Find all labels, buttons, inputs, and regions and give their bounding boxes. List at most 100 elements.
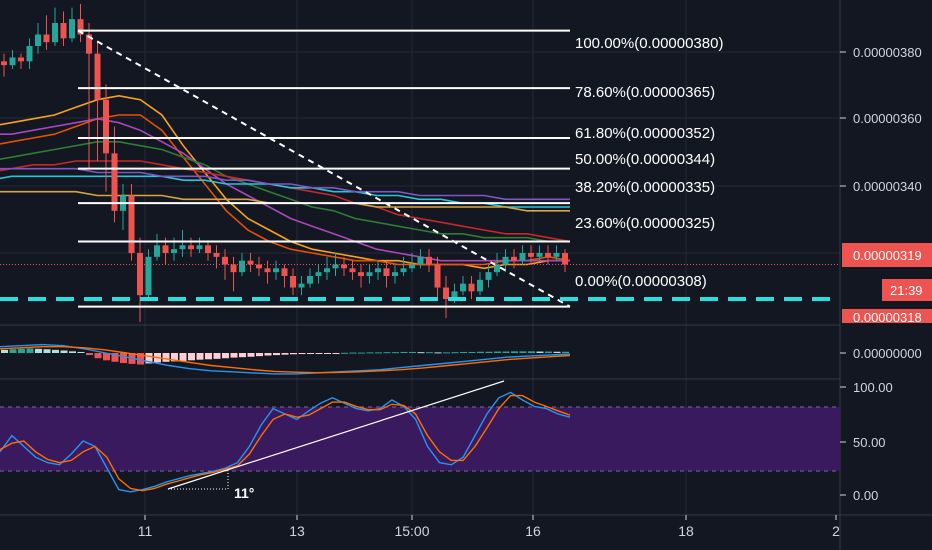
stoch-pane[interactable] — [0, 380, 571, 493]
candle-body-61 — [519, 253, 526, 261]
macd-bar-38 — [324, 353, 331, 354]
price-tick-360: 0.00000360 — [853, 111, 922, 126]
fib-label-618: 61.80%(0.00000352) — [575, 125, 715, 142]
macd-bar-10 — [86, 353, 93, 356]
macd-bar-0 — [1, 349, 8, 353]
candle-body-21 — [179, 245, 186, 250]
fib-label-236: 23.60%(0.00000325) — [575, 215, 715, 232]
current-price: 0.00000319 — [853, 248, 922, 263]
macd-bar-17 — [145, 353, 153, 364]
candle-body-39 — [332, 264, 339, 269]
macd-bar-50 — [426, 352, 433, 354]
angle-label: 11° — [234, 485, 254, 501]
candle-body-54 — [460, 283, 466, 292]
candle-body-9 — [77, 19, 84, 35]
stoch-trendline — [167, 380, 505, 490]
time-tick-16: 16 — [525, 523, 541, 539]
countdown: 21:39 — [890, 283, 923, 298]
current-price-tag — [842, 243, 932, 267]
candle-body-47 — [400, 268, 407, 273]
stoch-axis[interactable]: 100.00 50.00 0.00 — [840, 380, 893, 503]
countdown-tag — [882, 279, 932, 301]
macd-bar-46 — [392, 352, 399, 354]
time-tick-18: 18 — [678, 523, 694, 539]
macd-bar-27 — [230, 353, 238, 358]
candle-body-33 — [281, 268, 288, 276]
candle-body-60 — [511, 256, 517, 261]
price-axis[interactable]: 0.00000380 0.00000360 0.00000340 0.00000… — [840, 45, 932, 325]
partial-price-tick: 0.00000318 — [853, 310, 922, 325]
macd-bar-29 — [247, 353, 255, 357]
candle-body-59 — [502, 256, 509, 265]
macd-bar-53 — [451, 352, 459, 354]
macd-bar-16 — [137, 353, 144, 365]
candle-body-6 — [52, 23, 58, 43]
candle-body-10 — [86, 34, 92, 54]
candle-body-56 — [477, 279, 483, 292]
candle-body-2 — [18, 57, 24, 62]
candle-body-1 — [9, 57, 16, 66]
macd-bar-43 — [366, 352, 374, 354]
macd-tick-zero: 0.00000000 — [853, 346, 922, 361]
time-tick-13: 13 — [289, 523, 305, 539]
candle-body-30 — [256, 264, 262, 269]
candle-body-3 — [26, 46, 33, 62]
candle-body-55 — [468, 283, 475, 292]
moving-average-0 — [0, 94, 570, 270]
time-axis[interactable]: 11 13 15:00 16 18 2 — [138, 515, 840, 539]
macd-bar-30 — [256, 353, 263, 357]
candle-body-35 — [298, 283, 305, 288]
time-tick-1500: 15:00 — [394, 523, 429, 539]
candle-body-7 — [60, 23, 67, 39]
price-tick-340: 0.00000340 — [853, 179, 922, 194]
macd-line — [0, 343, 571, 375]
candle-body-13 — [111, 153, 118, 211]
candle-body-18 — [154, 245, 160, 257]
fib-label-100: 100.00%(0.00000380) — [575, 35, 723, 52]
macd-bar-8 — [69, 351, 76, 353]
macd-pane[interactable] — [0, 343, 571, 375]
macd-bar-42 — [358, 352, 365, 354]
macd-bar-3 — [26, 348, 34, 353]
macd-axis[interactable]: 0.00000000 — [840, 346, 922, 361]
macd-bar-11 — [94, 353, 102, 359]
candle-body-40 — [341, 264, 347, 269]
macd-bar-63 — [536, 351, 544, 353]
candle-body-51 — [434, 264, 441, 288]
candle-body-11 — [94, 53, 101, 100]
macd-bar-49 — [417, 352, 425, 354]
candle-body-63 — [536, 253, 543, 257]
fib-label-382: 38.20%(0.00000335) — [575, 179, 715, 196]
candle-body-12 — [103, 99, 109, 154]
candle-body-45 — [383, 268, 390, 276]
candle-body-23 — [196, 245, 203, 250]
candle-body-66 — [562, 253, 568, 265]
fib-label-500: 50.00%(0.00000344) — [575, 151, 715, 168]
macd-bar-35 — [298, 353, 306, 355]
macd-bar-52 — [443, 352, 450, 354]
candle-body-65 — [553, 253, 560, 257]
price-pane[interactable] — [0, 3, 840, 322]
macd-bar-60 — [511, 351, 518, 353]
moving-average-3 — [0, 141, 570, 243]
macd-bar-34 — [290, 353, 297, 355]
macd-bar-40 — [341, 352, 348, 354]
macd-bar-13 — [111, 353, 119, 362]
candle-body-38 — [324, 268, 330, 273]
candle-body-52 — [443, 287, 449, 299]
macd-bar-23 — [196, 353, 204, 360]
macd-bar-65 — [553, 351, 561, 353]
macd-bar-61 — [519, 351, 527, 353]
candle-body-28 — [239, 260, 245, 273]
candle-body-36 — [307, 276, 313, 284]
candle-body-50 — [426, 256, 432, 265]
macd-bar-54 — [460, 351, 467, 353]
stoch-tick-50: 50.00 — [853, 435, 886, 450]
macd-bar-24 — [205, 353, 212, 360]
stoch-band — [0, 407, 840, 471]
candle-body-62 — [528, 253, 534, 257]
candle-body-16 — [137, 253, 143, 296]
macd-bar-1 — [9, 349, 17, 353]
fib-label-000: 0.00%(0.00000308) — [575, 273, 707, 290]
